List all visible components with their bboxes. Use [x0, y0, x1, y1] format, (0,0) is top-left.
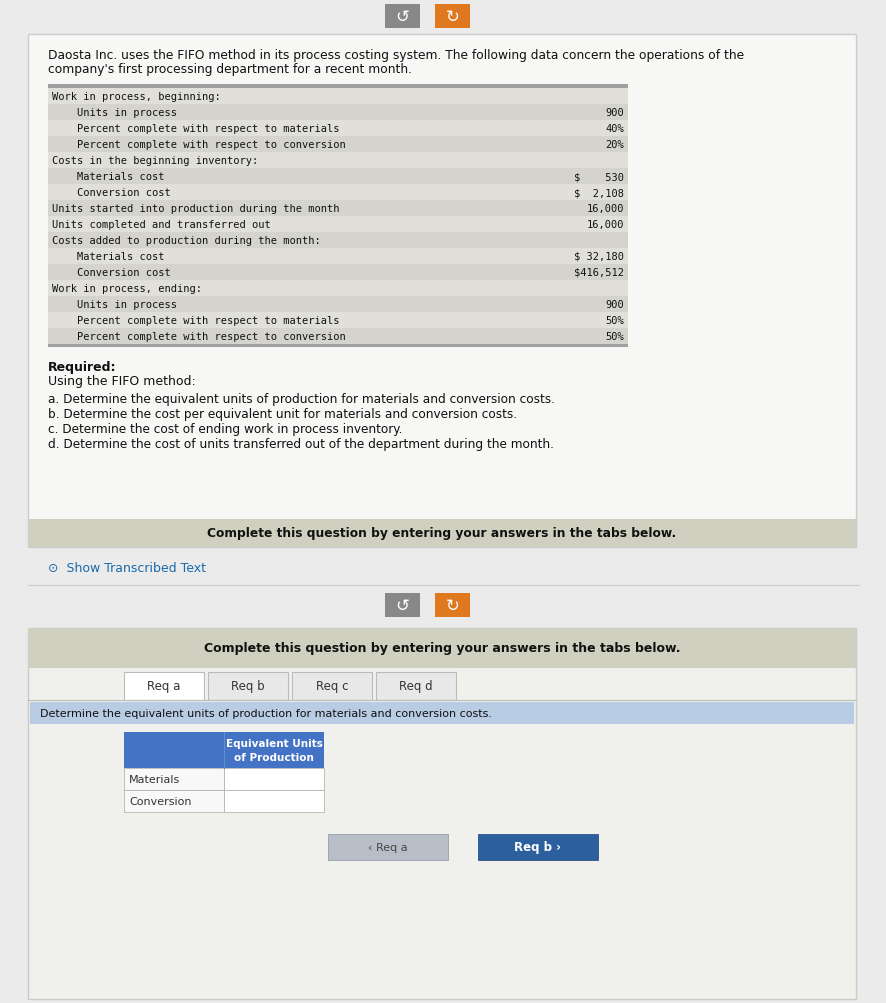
Bar: [28, 35, 855, 548]
Text: Daosta Inc. uses the FIFO method in its process costing system. The following da: Daosta Inc. uses the FIFO method in its …: [48, 49, 743, 62]
Bar: [48, 185, 627, 201]
Bar: [30, 702, 853, 724]
Bar: [48, 152, 627, 169]
Bar: [328, 834, 447, 861]
Text: d. Determine the cost of units transferred out of the department during the mont: d. Determine the cost of units transferr…: [48, 437, 553, 450]
Text: Req b: Req b: [231, 680, 265, 693]
Text: Conversion cost: Conversion cost: [52, 188, 171, 198]
Text: ⊙  Show Transcribed Text: ⊙ Show Transcribed Text: [48, 562, 206, 575]
Text: 900: 900: [604, 108, 623, 118]
Bar: [48, 297, 627, 313]
Text: Using the FIFO method:: Using the FIFO method:: [48, 375, 196, 387]
Bar: [48, 89, 627, 105]
Text: 900: 900: [604, 300, 623, 310]
Bar: [48, 265, 627, 281]
Bar: [385, 5, 420, 29]
Bar: [434, 5, 470, 29]
Bar: [48, 217, 627, 233]
Text: Materials cost: Materials cost: [52, 172, 164, 182]
Text: Complete this question by entering your answers in the tabs below.: Complete this question by entering your …: [207, 527, 676, 540]
Bar: [48, 313, 627, 329]
Text: Req b ›: Req b ›: [514, 841, 561, 854]
Text: Required:: Required:: [48, 361, 116, 374]
Bar: [124, 790, 224, 812]
Bar: [48, 105, 627, 121]
Text: Percent complete with respect to materials: Percent complete with respect to materia…: [52, 316, 339, 326]
Text: ‹ Req a: ‹ Req a: [368, 843, 408, 853]
Text: Work in process, ending:: Work in process, ending:: [52, 284, 202, 294]
Bar: [48, 281, 627, 297]
Bar: [385, 594, 420, 618]
Text: ↺: ↺: [395, 8, 409, 26]
Text: Units started into production during the month: Units started into production during the…: [52, 204, 339, 214]
Text: $ 32,180: $ 32,180: [573, 252, 623, 262]
Text: a. Determine the equivalent units of production for materials and conversion cos: a. Determine the equivalent units of pro…: [48, 392, 555, 405]
Text: 20%: 20%: [604, 139, 623, 149]
Bar: [124, 768, 224, 790]
Text: Materials cost: Materials cost: [52, 252, 164, 262]
Bar: [48, 201, 627, 217]
Text: Req d: Req d: [399, 680, 432, 693]
Bar: [28, 628, 855, 668]
Bar: [434, 594, 470, 618]
Text: 40%: 40%: [604, 124, 623, 133]
Text: Determine the equivalent units of production for materials and conversion costs.: Determine the equivalent units of produc…: [40, 708, 492, 718]
Text: ↻: ↻: [445, 8, 459, 26]
Text: Conversion: Conversion: [128, 796, 191, 806]
Text: b. Determine the cost per equivalent unit for materials and conversion costs.: b. Determine the cost per equivalent uni…: [48, 407, 517, 420]
Bar: [48, 136, 627, 152]
Bar: [48, 169, 627, 185]
Bar: [28, 628, 855, 999]
Bar: [48, 329, 627, 345]
Text: Units in process: Units in process: [52, 108, 177, 118]
Text: Req c: Req c: [315, 680, 348, 693]
Text: 50%: 50%: [604, 316, 623, 326]
Text: Materials: Materials: [128, 774, 180, 784]
Text: c. Determine the cost of ending work in process inventory.: c. Determine the cost of ending work in …: [48, 422, 402, 435]
Bar: [48, 233, 627, 249]
Text: Conversion cost: Conversion cost: [52, 268, 171, 278]
Bar: [207, 672, 288, 700]
Text: Percent complete with respect to materials: Percent complete with respect to materia…: [52, 124, 339, 133]
Text: $    530: $ 530: [573, 172, 623, 182]
Text: Percent complete with respect to conversion: Percent complete with respect to convers…: [52, 332, 346, 342]
Text: $  2,108: $ 2,108: [573, 188, 623, 198]
Bar: [124, 672, 204, 700]
Bar: [48, 345, 627, 348]
Bar: [376, 672, 455, 700]
Text: $416,512: $416,512: [573, 268, 623, 278]
Bar: [124, 732, 323, 768]
Bar: [224, 790, 323, 812]
Text: Costs added to production during the month:: Costs added to production during the mon…: [52, 236, 321, 246]
Text: Units completed and transferred out: Units completed and transferred out: [52, 220, 270, 230]
Text: Costs in the beginning inventory:: Costs in the beginning inventory:: [52, 155, 258, 165]
Bar: [48, 121, 627, 136]
Bar: [478, 834, 597, 861]
Text: ↺: ↺: [395, 597, 409, 615]
Text: Units in process: Units in process: [52, 300, 177, 310]
Text: Equivalent Units
of Production: Equivalent Units of Production: [225, 738, 323, 762]
Text: Req a: Req a: [147, 680, 181, 693]
Text: 50%: 50%: [604, 332, 623, 342]
Bar: [48, 249, 627, 265]
Text: 16,000: 16,000: [586, 204, 623, 214]
Text: Complete this question by entering your answers in the tabs below.: Complete this question by entering your …: [204, 642, 680, 655]
Text: company's first processing department for a recent month.: company's first processing department fo…: [48, 63, 411, 76]
Text: Work in process, beginning:: Work in process, beginning:: [52, 92, 221, 102]
Bar: [48, 85, 627, 89]
Text: Percent complete with respect to conversion: Percent complete with respect to convers…: [52, 139, 346, 149]
Bar: [28, 520, 855, 548]
Bar: [291, 672, 371, 700]
Text: 16,000: 16,000: [586, 220, 623, 230]
Text: ↻: ↻: [445, 597, 459, 615]
Bar: [224, 768, 323, 790]
